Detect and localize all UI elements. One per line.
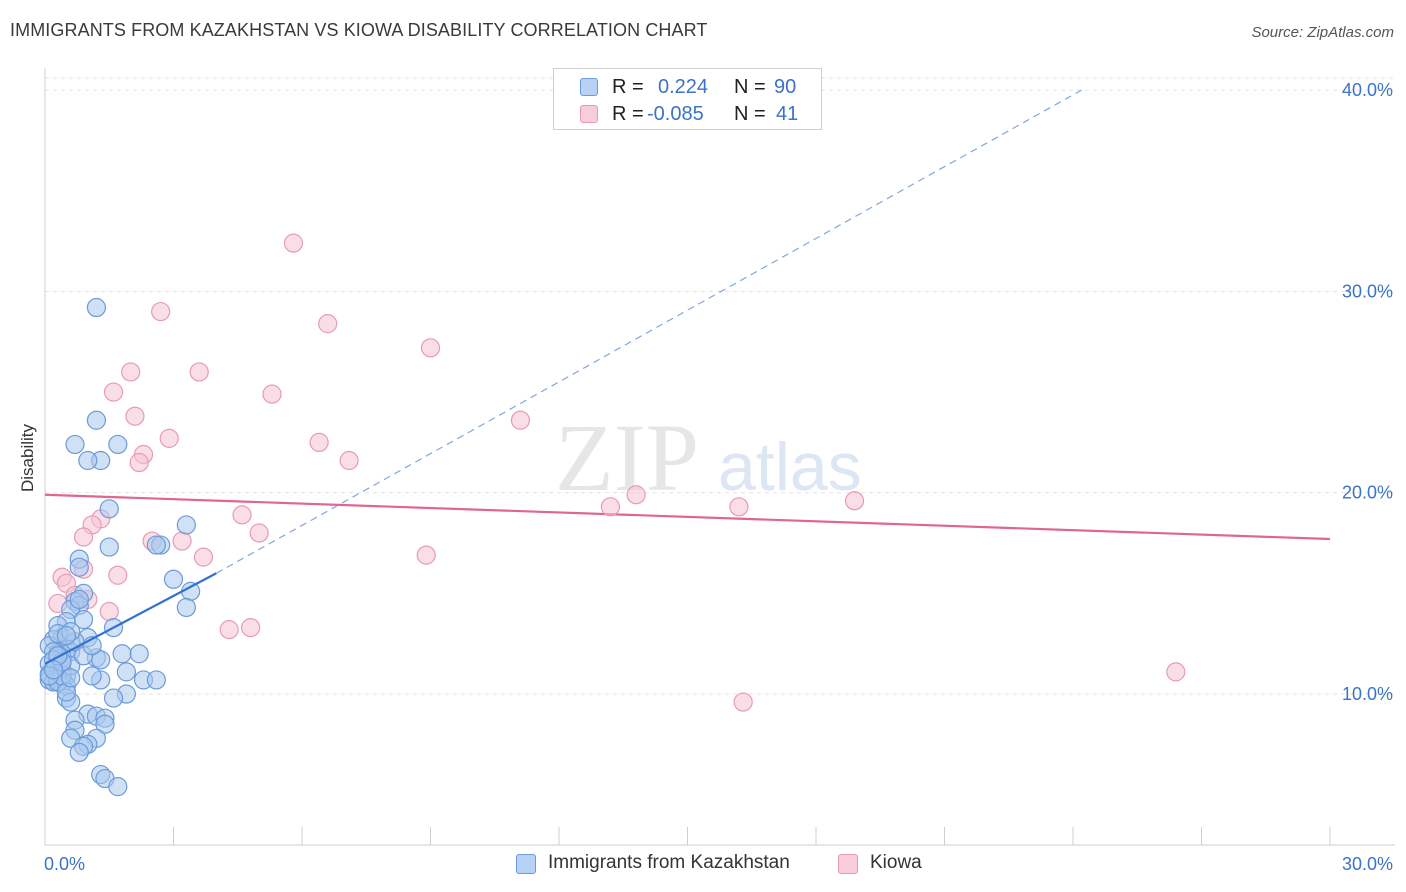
bottom-legend-swatch-blue <box>516 854 536 874</box>
kiowa-point <box>189 362 209 382</box>
kazakhstan-trend <box>44 89 1082 665</box>
kiowa-point <box>172 531 192 551</box>
kiowa-point <box>626 485 646 505</box>
kazakhstan-point <box>69 589 89 610</box>
x-tick-label-max: 30.0% <box>1342 854 1393 874</box>
kazakhstan-point <box>176 515 196 535</box>
grid-lines <box>45 77 1395 695</box>
kiowa-point <box>262 384 282 404</box>
kazakhstan-point <box>112 644 132 664</box>
kiowa-point <box>125 406 145 426</box>
legend-n-value: 41 <box>776 103 799 125</box>
kazakhstan-point <box>73 609 94 630</box>
y-tick-label: 30.0% <box>1342 281 1393 301</box>
source-label: Source: ZipAtlas.com <box>1251 24 1394 41</box>
kiowa-point <box>420 338 441 358</box>
kazakhstan-point <box>103 688 124 708</box>
kiowa-trend-line <box>44 493 1331 541</box>
legend-r-label: R = <box>612 103 644 125</box>
kiowa-point <box>232 505 252 525</box>
axes <box>44 68 1395 846</box>
x-tick-label-min: 0.0% <box>44 854 85 874</box>
kazakhstan-point <box>69 742 89 763</box>
bottom-legend-label: Kiowa <box>870 852 922 873</box>
kiowa-point <box>729 497 749 517</box>
y-tick-label: 10.0% <box>1342 684 1393 704</box>
kiowa-point <box>129 452 149 473</box>
legend-r-value: -0.085 <box>647 103 704 125</box>
kiowa-point <box>318 314 338 334</box>
bottom-legend-label: Immigrants from Kazakhstan <box>548 852 790 873</box>
kiowa-point <box>103 382 124 402</box>
kazakhstan-point <box>86 297 107 318</box>
kazakhstan-point <box>69 557 89 577</box>
watermark: ZIP atlas <box>555 404 862 511</box>
legend-n-label: N = <box>734 103 766 125</box>
kiowa-point <box>510 410 531 430</box>
kazakhstan-point <box>61 668 81 688</box>
kazakhstan-point <box>86 410 107 430</box>
kiowa-point <box>193 547 214 567</box>
kazakhstan-point <box>43 660 64 680</box>
legend-row-kiowa: R = -0.085 N = 41 <box>554 101 821 129</box>
correlation-legend: R = 0.224 N = 90 R = -0.085 N = 41 <box>553 68 822 130</box>
x-tick-labels: 0.0% 30.0% <box>44 854 1393 874</box>
kazakhstan-point <box>163 569 184 589</box>
watermark-atlas: atlas <box>718 429 862 505</box>
kiowa-point <box>416 545 436 565</box>
y-axis-label: Disability <box>18 423 37 492</box>
kiowa-point <box>108 565 128 585</box>
y-tick-labels: 10.0% 20.0% 30.0% 40.0% <box>1342 80 1393 704</box>
y-tick-label: 20.0% <box>1342 483 1393 503</box>
kiowa-point <box>309 432 329 453</box>
kiowa-point <box>241 617 261 638</box>
kazakhstan-point <box>146 535 166 555</box>
kazakhstan-point <box>108 777 128 797</box>
kiowa-point <box>73 527 94 547</box>
kiowa-point <box>1166 662 1186 682</box>
kazakhstan-point <box>95 714 115 734</box>
legend-n-value: 90 <box>774 76 797 98</box>
kazakhstan-point <box>56 626 77 646</box>
bottom-legend-swatch-pink <box>838 854 858 874</box>
kazakhstan-point <box>99 537 119 557</box>
kiowa-point <box>121 362 141 382</box>
kazakhstan-point <box>82 666 102 686</box>
kiowa-trend <box>44 493 1331 541</box>
kazakhstan-trend-extension <box>216 89 1082 574</box>
legend-swatch-blue <box>580 78 598 96</box>
kazakhstan-point <box>78 450 98 471</box>
legend-row-kazakhstan: R = 0.224 N = 90 <box>554 74 821 102</box>
kazakhstan-point <box>176 597 196 618</box>
chart-title: IMMIGRANTS FROM KAZAKHSTAN VS KIOWA DISA… <box>10 20 708 40</box>
kiowa-point <box>99 601 119 622</box>
kazakhstan-points <box>39 297 201 797</box>
kiowa-point <box>159 428 179 448</box>
kiowa-point <box>844 491 865 511</box>
kazakhstan-point <box>108 434 128 455</box>
kiowa-point <box>219 620 239 640</box>
kazakhstan-trend-line <box>44 572 217 665</box>
kazakhstan-point <box>99 499 119 519</box>
legend-r-value: 0.224 <box>658 76 709 98</box>
kazakhstan-point <box>116 662 136 682</box>
kiowa-point <box>733 692 753 712</box>
kiowa-point <box>249 523 269 543</box>
legend-swatch-pink <box>580 105 598 123</box>
legend-n-label: N = <box>734 76 766 98</box>
kazakhstan-point <box>129 644 149 664</box>
kiowa-point <box>339 450 359 471</box>
kiowa-point <box>600 497 621 517</box>
y-tick-label: 40.0% <box>1342 80 1393 100</box>
kazakhstan-point <box>146 670 166 690</box>
kiowa-point <box>283 233 304 253</box>
kiowa-point <box>151 301 171 322</box>
legend-r-label: R = <box>612 76 644 98</box>
kazakhstan-point <box>65 434 85 455</box>
